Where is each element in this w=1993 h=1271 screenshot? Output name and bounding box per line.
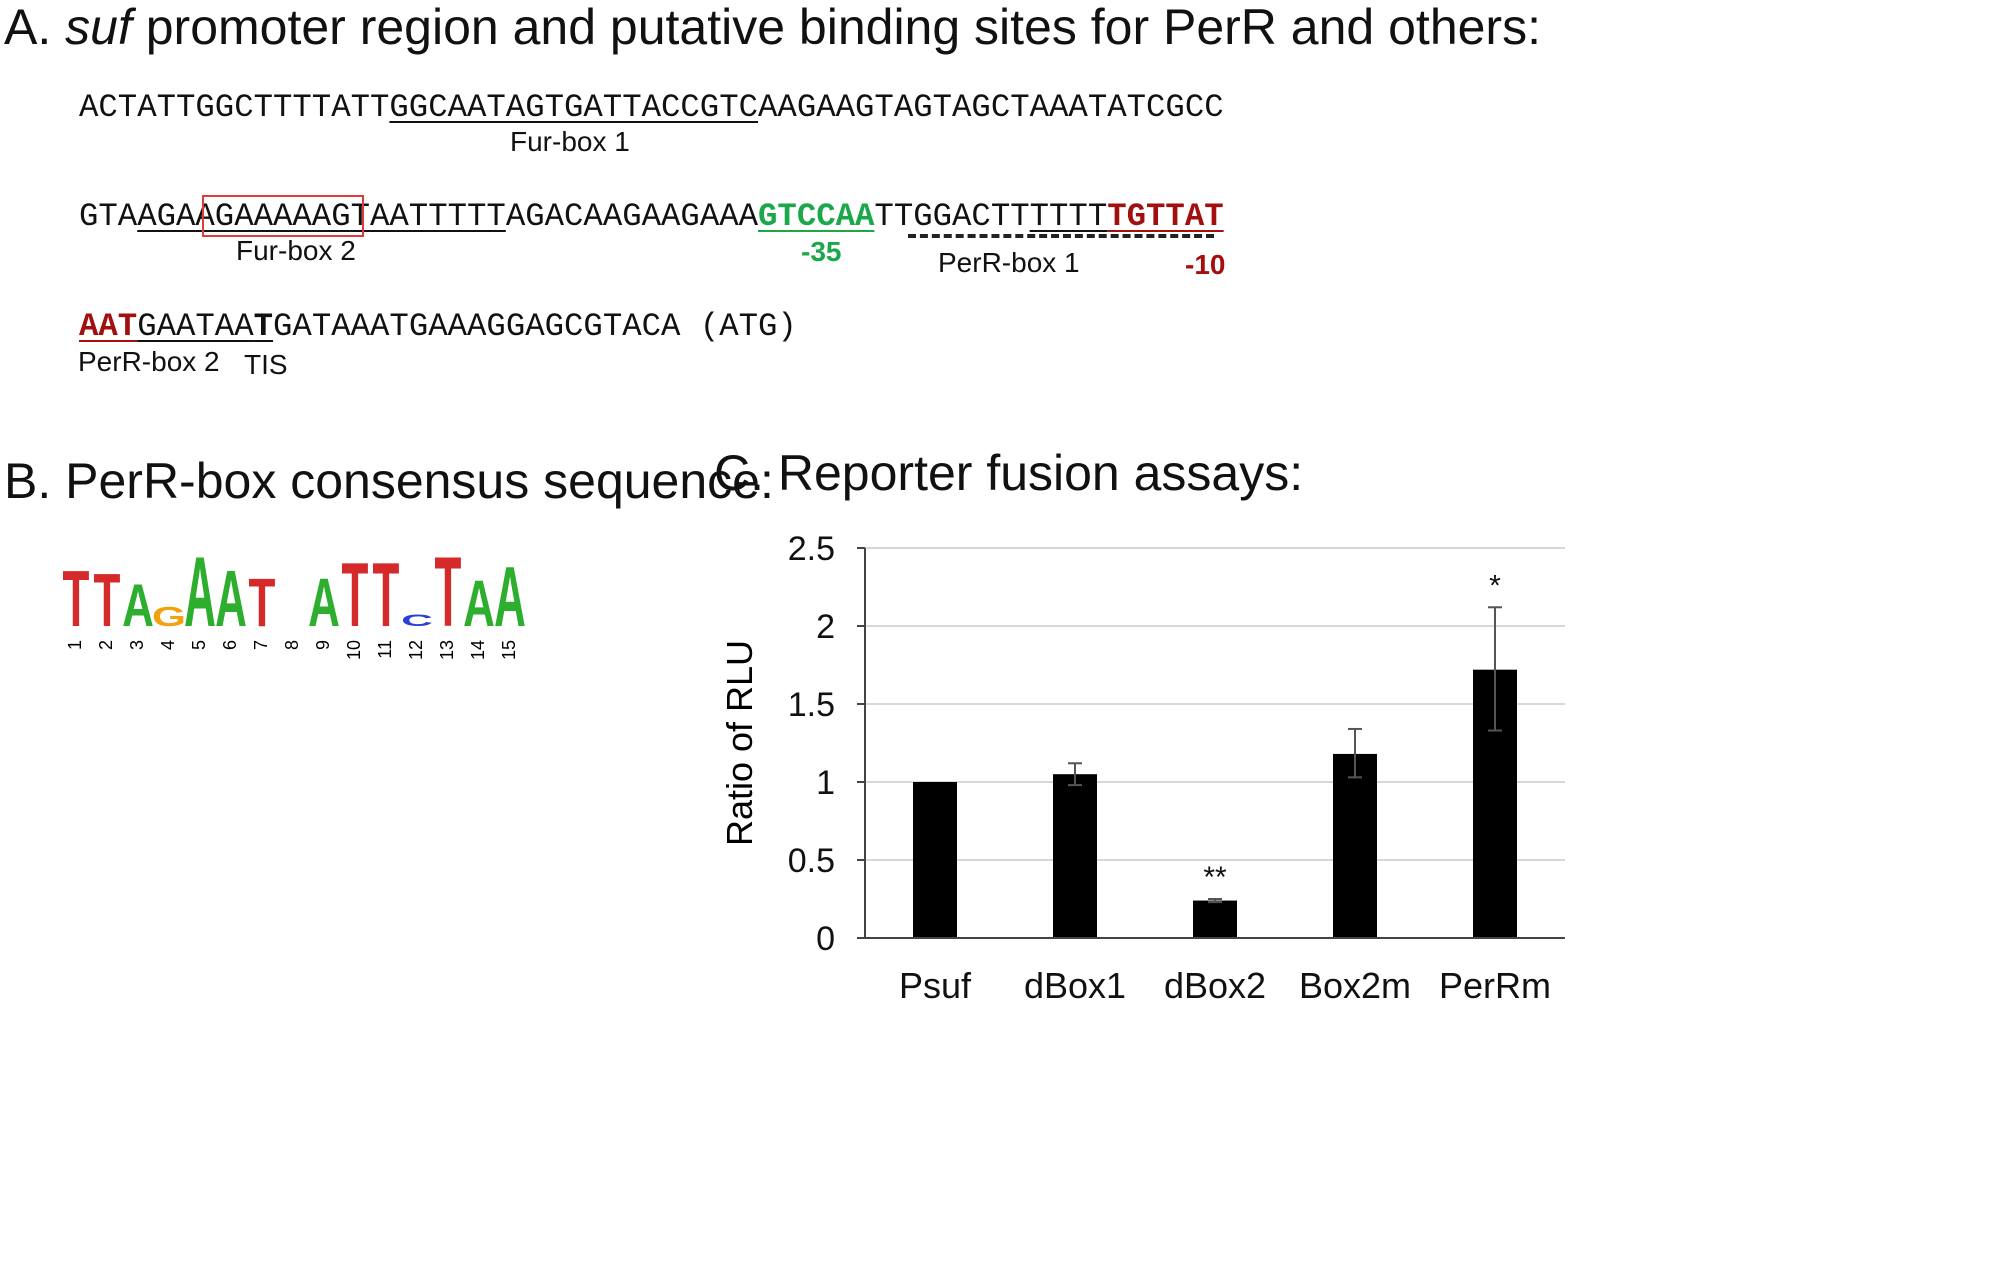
logo-position-11: 11 — [375, 640, 395, 659]
logo-letter-12: C — [401, 612, 433, 630]
fur-box2-label: Fur-box 2 — [236, 235, 356, 266]
error-bar-Box2m — [1348, 727, 1362, 779]
x-tick-label-PerRm: PerRm — [1439, 965, 1551, 1006]
minus10-seq: TGTTAT — [1107, 198, 1224, 235]
panel-a-heading-prefix: A. — [4, 0, 66, 55]
logo-position-3: 3 — [127, 640, 147, 650]
logo-position-1: 1 — [65, 640, 85, 650]
fur-box2-highlight-box — [202, 195, 364, 237]
error-bar-dBox1 — [1068, 762, 1082, 787]
perr-box-sequence-logo: T T AGA A T A T T C T A A 1 2 3 4 5 6 7 8 9 10 11 12 13 14 15 — [63, 540, 526, 660]
panel-a-heading: A. suf promoter region and putative bind… — [4, 2, 1541, 52]
minus10-label: -10 — [1185, 249, 1226, 280]
significance-PerRm: * — [1489, 569, 1501, 602]
significance-dBox2: ** — [1203, 861, 1227, 894]
x-tick-label-dBox2: dBox2 — [1164, 965, 1266, 1006]
logo-letter-13: T — [435, 540, 462, 648]
x-tick-label-dBox1: dBox1 — [1024, 965, 1126, 1006]
fur-box1-label: Fur-box 1 — [510, 126, 630, 157]
logo-letter-7: T — [249, 565, 276, 641]
seq-line1-pre: ACTATTGGCTTTTATT — [79, 89, 390, 126]
seq-line2-g: TTTT — [1029, 198, 1108, 235]
y-tick-label-1: 1 — [816, 764, 835, 802]
x-tick-label-Box2m: Box2m — [1299, 965, 1411, 1006]
error-bar-PerRm — [1488, 606, 1502, 732]
logo-letter-11: T — [373, 545, 400, 647]
logo-position-8: 8 — [282, 640, 302, 650]
fur-box2-core-seq: AGAAAAAG — [195, 198, 351, 235]
error-bar-dBox2 — [1208, 898, 1222, 904]
fur-box1-seq: GGCAATAGTGATTACCGTC — [389, 89, 759, 126]
panel-b-heading: B. PerR-box consensus sequence: — [4, 453, 774, 509]
perr-box2-seq: GAATAA — [137, 308, 254, 345]
logo-position-12: 12 — [406, 640, 426, 660]
minus35-label: -35 — [801, 236, 842, 267]
reporter-fusion-bar-chart: *** 00.511.522.5 Psuf dBox1 dBox2 Box2m PerR… — [719, 530, 1565, 1006]
seq-line2-f: TTGGACTT — [874, 198, 1030, 235]
y-tick-label-0.5: 0.5 — [788, 842, 835, 880]
tis-label: TIS — [244, 349, 288, 380]
y-tick-label-2.5: 2.5 — [788, 530, 835, 568]
perr-box1-label: PerR-box 1 — [938, 247, 1080, 278]
logo-letter-4: G — [152, 601, 186, 632]
panel-a-heading-rest: promoter region and putative binding sit… — [131, 0, 1541, 55]
sequence-line-2: GTAAGAAGAAAAAGTAATTTTTAGACAAGAAGAAAGTCCA… — [79, 198, 1224, 235]
logo-letter-3: A — [122, 572, 154, 639]
perr-box2-aat-seq: AAT — [79, 308, 138, 345]
seq-line1-post: AAGAAGTAGTAGCTAAATATCGCC — [758, 89, 1224, 126]
seq-line2-a: GTA — [79, 198, 138, 235]
bar-Box2m — [1333, 753, 1377, 938]
seq-line2-e: AGACAAGAAGAAA — [505, 198, 759, 235]
logo-position-5: 5 — [189, 640, 209, 650]
logo-position-9: 9 — [313, 640, 333, 650]
seq-line2-d: TAATTTTT — [350, 198, 506, 235]
panel-c-heading: C. Reporter fusion assays: — [714, 445, 1304, 501]
y-tick-label-2: 2 — [816, 608, 835, 646]
seq-line2-b: AGA — [137, 198, 196, 235]
logo-letter-15: A — [494, 551, 526, 645]
x-tick-label-Psuf: Psuf — [899, 965, 972, 1006]
logo-letter-1: T — [63, 554, 90, 643]
logo-letter-5: A — [184, 540, 216, 648]
logo-position-6: 6 — [220, 640, 240, 650]
logo-letter-9: A — [308, 565, 340, 641]
bar-Psuf — [913, 782, 957, 938]
sequence-line-1: ACTATTGGCTTTTATTGGCAATAGTGATTACCGTCAAGAA… — [79, 89, 1224, 126]
sequence-line-3: AATGAATAATGATAAATGAAAGGAGCGTACA (ATG) — [79, 308, 797, 345]
panel-a-heading-italic: suf — [65, 0, 132, 55]
y-tick-label-0: 0 — [816, 920, 835, 958]
perr-box1-dashed-line — [908, 234, 1214, 238]
logo-letter-14: A — [463, 566, 495, 640]
bar-dBox1 — [1053, 774, 1097, 938]
logo-position-13: 13 — [437, 640, 457, 660]
y-tick-label-1.5: 1.5 — [788, 686, 835, 724]
y-axis-label: Ratio of RLU — [719, 640, 760, 846]
logo-position-4: 4 — [158, 640, 178, 650]
logo-position-14: 14 — [468, 640, 488, 660]
logo-position-10: 10 — [344, 640, 364, 660]
minus35-seq: GTCCAA — [758, 198, 875, 235]
seq-line3-rest: GATAAATGAAAGGAGCGTACA (ATG) — [273, 308, 797, 345]
logo-position-7: 7 — [251, 640, 271, 650]
perr-box2-label: PerR-box 2 — [78, 346, 220, 377]
logo-position-15: 15 — [499, 640, 519, 660]
logo-letter-6: A — [215, 554, 247, 643]
logo-letter-10: T — [342, 545, 369, 647]
bar-dBox2 — [1193, 900, 1237, 938]
logo-letter-2: T — [94, 559, 121, 643]
tis-nucleotide: T — [253, 308, 274, 345]
logo-position-2: 2 — [96, 640, 116, 650]
